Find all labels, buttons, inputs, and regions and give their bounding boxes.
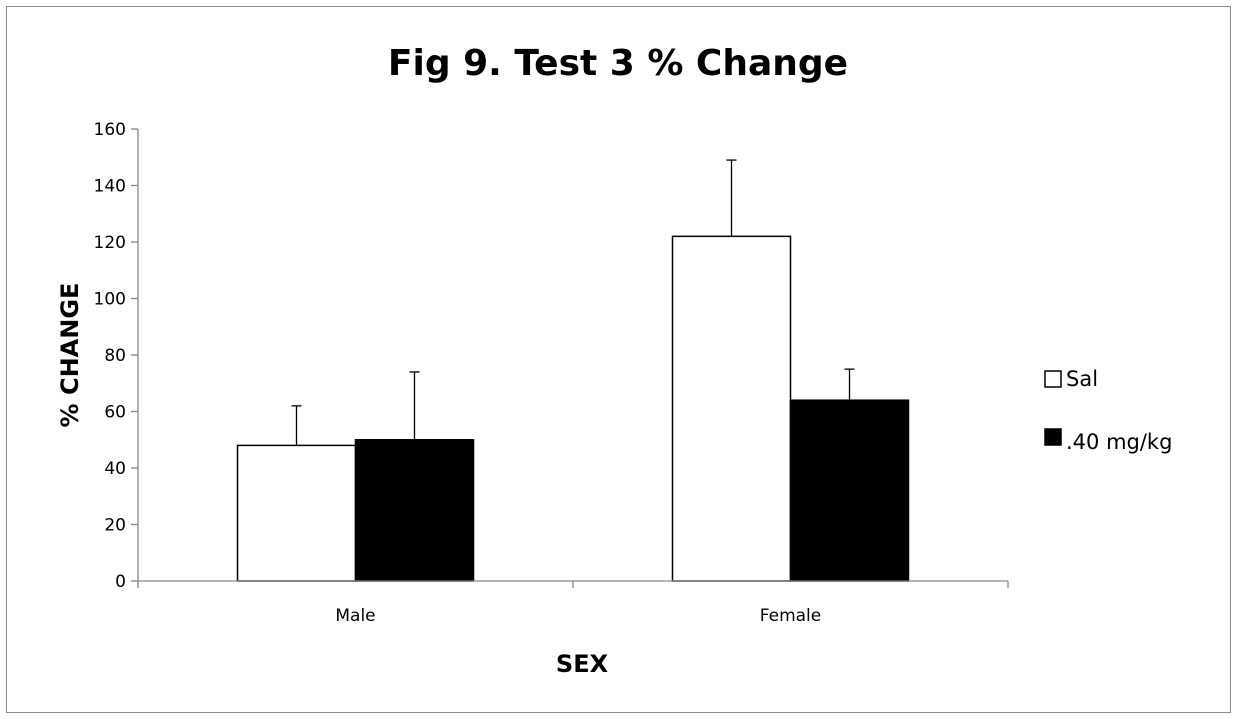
y-tick-label: 0 <box>115 572 126 592</box>
legend-item-sal: Sal <box>1044 367 1098 391</box>
y-tick-label: 100 <box>94 290 126 310</box>
legend-label-sal: Sal <box>1066 367 1098 391</box>
y-tick-label: 120 <box>94 233 126 253</box>
y-tick-label: 60 <box>104 403 126 423</box>
bar <box>354 439 475 582</box>
legend-label-040-mg-kg: .40 mg/kg <box>1066 430 1172 454</box>
legend: Sal .40 mg/kg <box>1044 367 1172 454</box>
bar <box>789 399 910 582</box>
bar <box>671 235 792 582</box>
y-axis-ticks: 0 20 40 60 80 100 120 140 160 <box>94 120 138 592</box>
x-axis-labels: Male Female <box>137 581 1009 626</box>
y-tick-label: 160 <box>94 120 126 140</box>
y-tick-label: 140 <box>94 177 126 197</box>
chart-title: Fig 9. Test 3 % Change <box>388 43 848 84</box>
bars-group <box>236 235 910 582</box>
y-tick-label: 40 <box>104 459 126 479</box>
y-tick-label: 20 <box>104 516 126 536</box>
legend-item-040-mg-kg: .40 mg/kg <box>1044 428 1172 454</box>
y-axis-title: % CHANGE <box>56 283 84 428</box>
bar <box>236 444 357 582</box>
chart-frame <box>6 6 1231 713</box>
error-bars-group <box>291 159 855 446</box>
y-tick-label: 80 <box>104 346 126 366</box>
legend-swatch-sal <box>1044 370 1062 388</box>
x-tick-label: Female <box>760 606 821 626</box>
x-tick-label: Male <box>335 606 375 626</box>
x-axis-title: SEX <box>556 650 609 678</box>
legend-swatch-040-mg-kg <box>1044 428 1062 446</box>
